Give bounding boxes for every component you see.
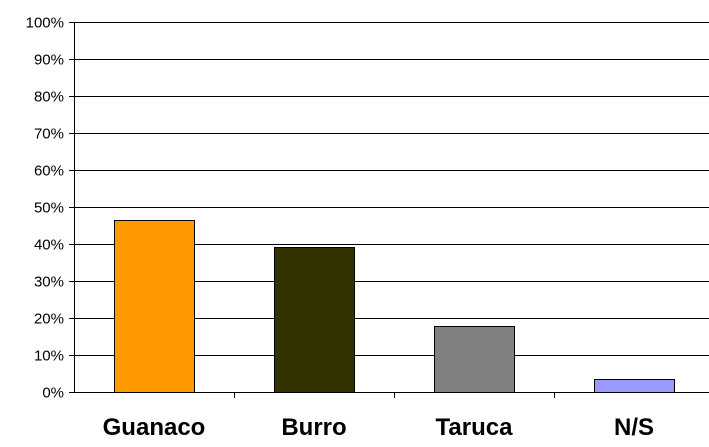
bar-n-s: [594, 379, 675, 393]
y-tick-label: 20%: [34, 311, 64, 328]
bar-taruca: [434, 326, 515, 393]
x-category-label: N/S: [614, 414, 654, 441]
y-tick-label: 40%: [34, 237, 64, 254]
x-category-label: Taruca: [436, 414, 514, 441]
y-tick-label: 70%: [34, 126, 64, 143]
y-tick-label: 60%: [34, 163, 64, 180]
y-tick-label: 100%: [26, 15, 64, 32]
x-category-label: Burro: [281, 414, 346, 441]
y-tick-label: 10%: [34, 348, 64, 365]
bar-guanaco: [114, 220, 195, 393]
bars: [114, 220, 675, 393]
labels: 0% 10% 20% 30% 40% 50% 60% 70% 80% 90% 100% Guanaco…: [26, 15, 654, 442]
y-tick-label: 50%: [34, 200, 64, 217]
y-tick-label: 90%: [34, 52, 64, 69]
bar-burro: [274, 247, 355, 393]
axes: [69, 22, 709, 398]
y-tick-label: 0%: [42, 385, 64, 402]
y-tick-label: 80%: [34, 89, 64, 106]
y-tick-label: 30%: [34, 274, 64, 291]
x-category-label: Guanaco: [103, 414, 206, 441]
